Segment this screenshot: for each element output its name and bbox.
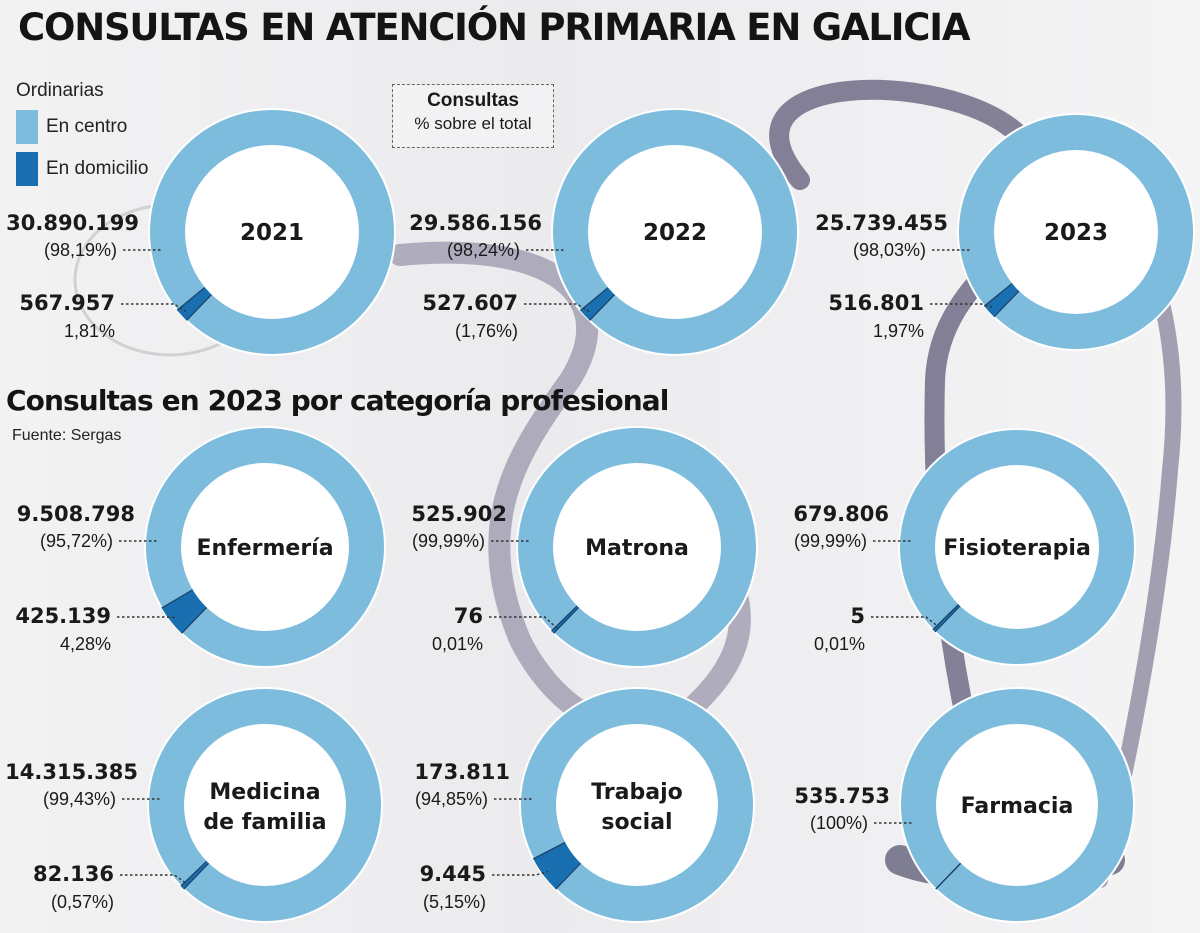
donut-enfermeria-en-centro-value: 9.508.798 [17, 502, 135, 526]
donut-2023-en-domicilio-leader [930, 303, 994, 309]
donut-2021-en-domicilio [177, 287, 212, 321]
note-title: Consultas [427, 90, 519, 111]
donut-enfermeria-separator-1 [161, 589, 193, 609]
legend-swatch-en-domicilio [16, 152, 38, 186]
legend: Ordinarias En centro En domicilio [16, 80, 148, 194]
donut-2023-en-domicilio-pct: 1,97% [873, 321, 924, 341]
donut-fisioterapia-separator-0 [934, 605, 961, 633]
donut-trabajo-social-separator-0 [555, 862, 582, 890]
legend-label-en-centro: En centro [46, 116, 128, 137]
donut-fisioterapia-hole [935, 465, 1099, 629]
donut-enfermeria-en-domicilio [161, 589, 208, 634]
donut-medicina-de-familia-en-centro-value: 14.315.385 [5, 760, 138, 784]
page-title: CONSULTAS EN ATENCIÓN PRIMARIA EN GALICI… [18, 6, 970, 49]
legend-item-en-centro: En centro [16, 110, 148, 144]
donut-trabajo-social-en-domicilio [533, 841, 582, 890]
note-subtitle: % sobre el total [414, 114, 532, 133]
donut-2023-separator-1 [983, 283, 1013, 307]
donut-trabajo-social-en-domicilio-leader [492, 870, 549, 876]
donut-medicina-de-familia-hole [184, 724, 346, 886]
legend-heading: Ordinarias [16, 80, 104, 101]
donut-2023-en-domicilio-value: 516.801 [828, 291, 924, 315]
donut-2022-en-centro-value: 29.586.156 [409, 211, 542, 235]
donut-fisioterapia-en-domicilio-value: 5 [850, 604, 865, 628]
donut-fisioterapia-separator-1 [932, 604, 959, 631]
donut-farmacia-label: Farmacia [961, 794, 1074, 819]
donut-medicina-de-familia-separator-0 [183, 862, 210, 890]
donut-2021-en-domicilio-pct: 1,81% [64, 321, 115, 341]
donut-matrona-en-centro-value: 525.902 [411, 502, 507, 526]
donut-medicina-de-familia-en-domicilio-pct: (0,57%) [51, 892, 114, 912]
donut-matrona-en-domicilio-value: 76 [454, 604, 483, 628]
donut-medicina-de-familia-label-line2: de familia [203, 810, 326, 835]
donut-farmacia-separator [935, 862, 962, 890]
donut-2021-separator-0 [186, 294, 212, 321]
donut-farmacia-en-centro-pct: (100%) [810, 813, 868, 833]
donut-trabajo-social-en-domicilio-pct: (5,15%) [423, 892, 486, 912]
donut-matrona-separator-0 [553, 607, 580, 634]
legend-swatch-en-centro [16, 110, 38, 144]
donut-matrona-hole [553, 463, 721, 631]
donut-2023-en-centro-pct: (98,03%) [853, 240, 926, 260]
donut-fisioterapia-label: Fisioterapia [943, 536, 1091, 561]
donut-enfermeria-hole [181, 463, 349, 631]
donut-medicina-de-familia-en-domicilio-value: 82.136 [33, 862, 114, 886]
donut-trabajo-social-label-line2: social [601, 810, 672, 835]
donut-2022-en-domicilio [580, 287, 615, 321]
donut-2023-en-domicilio [984, 283, 1020, 317]
donut-enfermeria-separator-0 [181, 607, 208, 634]
donut-trabajo-social-en-centro-pct: (94,85%) [415, 789, 488, 809]
donut-enfermeria-label: Enfermería [196, 536, 333, 561]
donut-2021-en-domicilio-value: 567.957 [19, 291, 115, 315]
donut-medicina-de-familia-en-centro-pct: (99,43%) [43, 789, 116, 809]
donut-2022-separator-0 [589, 294, 615, 321]
donut-2022-label: 2022 [643, 220, 707, 246]
donut-2023-en-centro-value: 25.739.455 [815, 211, 948, 235]
donut-enfermeria-en-domicilio-pct: 4,28% [60, 634, 111, 654]
donut-2022-en-domicilio-pct: (1,76%) [455, 321, 518, 341]
donut-2021-en-centro-value: 30.890.199 [6, 211, 139, 235]
donut-fisioterapia-en-centro-value: 679.806 [793, 502, 889, 526]
donut-enfermeria-en-centro-pct: (95,72%) [40, 531, 113, 551]
donut-fisioterapia-en-domicilio-pct: 0,01% [814, 634, 865, 654]
legend-label-en-domicilio: En domicilio [46, 158, 149, 179]
donut-trabajo-social-en-domicilio-value: 9.445 [420, 862, 486, 886]
donut-enfermeria-en-domicilio-leader [117, 616, 176, 619]
donut-2023-separator-0 [993, 290, 1020, 318]
donut-2023-label: 2023 [1044, 220, 1108, 246]
source-note: Fuente: Sergas [12, 427, 122, 444]
donut-matrona-en-domicilio-pct: 0,01% [432, 634, 483, 654]
donut-2021-en-domicilio-leader [121, 303, 187, 313]
donut-trabajo-social-hole [556, 724, 718, 886]
donut-2021-label: 2021 [240, 220, 304, 246]
donut-2022-en-domicilio-value: 527.607 [422, 291, 518, 315]
donut-fisioterapia-en-centro-pct: (99,99%) [794, 531, 867, 551]
donut-2021-hole [185, 145, 359, 319]
donut-2021-en-centro-pct: (98,19%) [44, 240, 117, 260]
donut-enfermeria-en-domicilio-value: 425.139 [15, 604, 111, 628]
donut-matrona-en-domicilio-leader [489, 616, 558, 629]
section-subtitle: Consultas en 2023 por categoría profesio… [6, 384, 669, 417]
donut-2021-separator-1 [176, 286, 206, 311]
donut-fisioterapia-en-domicilio-leader [871, 616, 939, 628]
donut-trabajo-social-separator-1 [532, 841, 566, 860]
donut-farmacia-hole [936, 724, 1098, 886]
donut-medicina-de-familia-label-line1: Medicina [209, 780, 320, 805]
donut-matrona-label: Matrona [585, 536, 689, 561]
donut-farmacia-en-centro-value: 535.753 [794, 784, 890, 808]
donut-2022-hole [588, 145, 762, 319]
donut-trabajo-social-en-centro-value: 173.811 [414, 760, 510, 784]
donut-2022-separator-1 [579, 287, 609, 312]
donut-trabajo-social-label-line1: Trabajo [591, 780, 683, 805]
donut-2023-hole [994, 150, 1158, 314]
donut-2022-en-centro-pct: (98,24%) [447, 240, 520, 260]
consultas-note: Consultas % sobre el total [392, 84, 554, 148]
donut-matrona-en-centro-pct: (99,99%) [412, 531, 485, 551]
legend-item-en-domicilio: En domicilio [16, 152, 148, 186]
